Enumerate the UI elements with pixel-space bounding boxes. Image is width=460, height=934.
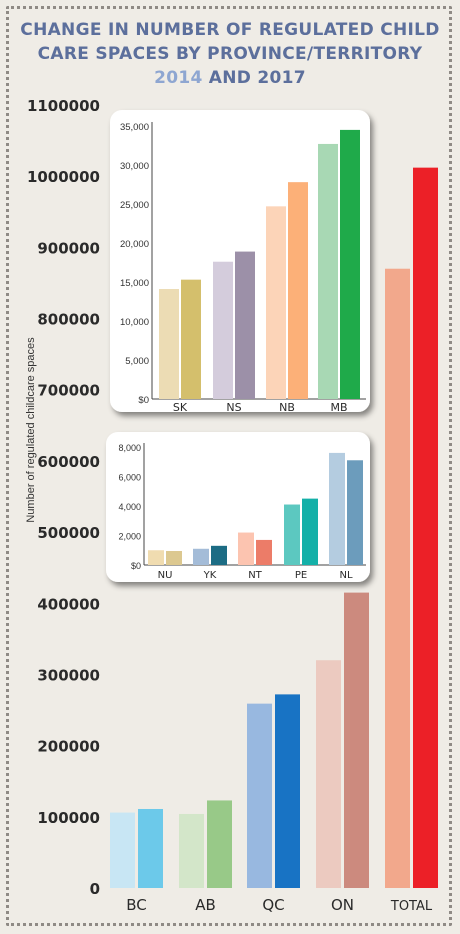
inset-y-tick-label: 30,000 [120,161,149,172]
x-category-label: TOTAL [390,899,433,914]
y-tick-label: 500000 [37,524,100,542]
inset-bar [213,261,233,399]
inset-category-label: NL [339,570,352,581]
bar [385,268,410,889]
bar [275,694,300,888]
bar [207,800,232,888]
inset-bar [340,129,360,399]
inset-bar [284,504,300,565]
inset-bar [159,289,179,399]
inset-chart-2: $0 2,000 4,000 6,000 8,000 NU YK NT PE NL [106,432,370,582]
inset-bar [181,279,201,399]
title-and-year: AND 2017 [202,68,306,88]
inset-y-tick-label: $0 [131,561,141,571]
inset-bar [148,550,164,565]
inset-y-tick-label: 25,000 [120,200,149,211]
inset-chart-1: $0 5,000 10,000 15,000 20,000 25,000 30,000 35,… [110,110,370,414]
inset-bar [318,143,338,399]
inset-bar [347,460,363,565]
inset-bar [266,206,286,399]
bar [316,660,341,888]
bar [247,703,272,888]
inset-y-tick-label: 6,000 [118,473,141,483]
inset-bar [235,251,255,399]
title-line-2: CARE SPACES BY PROVINCE/TERRITORY [37,44,423,64]
x-category-label: QC [262,896,284,914]
y-tick-label: 600000 [37,453,100,471]
y-tick-label: 300000 [37,666,100,684]
y-tick-label: 0 [90,880,100,898]
inset-category-label: MB [330,401,347,414]
inset-y-tick-label: 8,000 [118,443,141,453]
y-axis-label: Number of regulated childcare spaces [25,337,37,523]
inset-bar [211,545,227,565]
inset-bar [302,498,318,565]
bar [110,812,135,888]
y-tick-label: 800000 [37,311,100,329]
inset-category-label: NT [248,570,262,581]
bar [138,808,163,888]
title-line-1: CHANGE IN NUMBER OF REGULATED CHILD [20,20,440,40]
dotted-border [6,6,452,926]
inset-y-tick-label: 2,000 [118,532,141,542]
inset-bar [288,182,308,399]
inset-y-tick-label: 35,000 [120,122,149,133]
y-tick-label: 100000 [37,809,100,827]
inset-category-label: NB [279,401,295,414]
inset-bar [238,532,254,565]
bar [344,592,369,888]
inset-y-tick-label: 15,000 [120,278,149,289]
inset-category-label: PE [295,570,307,581]
inset-bar [166,550,182,565]
y-tick-label: 200000 [37,738,100,756]
main-chart: 0 100000 200000 300000 400000 500000 600000 700… [25,97,438,914]
inset-category-label: SK [173,401,188,414]
bar [179,813,204,888]
inset-y-tick-label: 20,000 [120,239,149,250]
inset-bar [329,452,345,565]
y-tick-label: 1100000 [27,97,100,115]
y-tick-label: 400000 [37,595,100,613]
inset-category-label: NU [158,570,173,581]
inset-y-tick-label: 10,000 [120,317,149,328]
y-tick-label: 700000 [37,382,100,400]
inset-y-tick-label: 4,000 [118,502,141,512]
title-years: 2014 [154,68,203,88]
chart-title: CHANGE IN NUMBER OF REGULATED CHILD CARE… [0,18,460,90]
y-tick-label: 900000 [37,239,100,257]
x-category-label: ON [331,896,354,914]
x-category-label: BC [126,896,147,914]
title-line-3: 2014 AND 2017 [0,66,460,90]
bar [413,167,438,888]
inset-bar [193,548,209,565]
inset-y-tick-label: $0 [138,395,149,406]
y-tick-label: 1000000 [27,168,100,186]
inset-bar [256,539,272,565]
inset-category-label: YK [203,570,217,581]
inset-y-tick-label: 5,000 [125,356,149,367]
x-category-label: AB [195,896,216,914]
inset-category-label: NS [226,401,241,414]
